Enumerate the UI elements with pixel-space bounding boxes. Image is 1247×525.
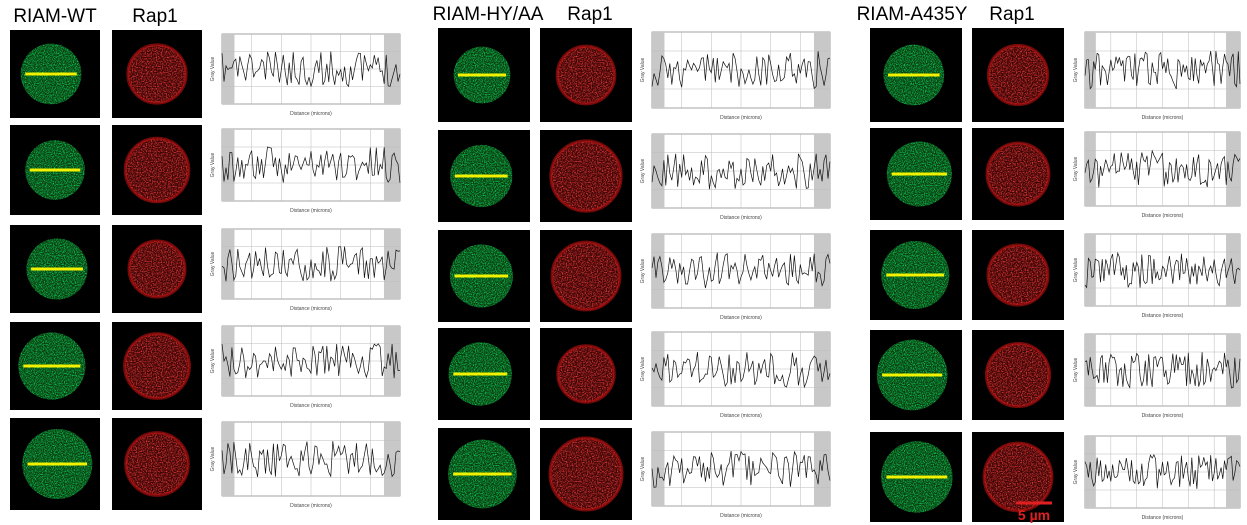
x-axis-label: Distance (microns) <box>1142 313 1184 319</box>
column-header: RIAM-HY/AA <box>433 4 544 25</box>
cell-red-rim <box>556 344 616 404</box>
y-axis-label: Gray Value <box>640 356 646 381</box>
cell-red-speckle <box>988 45 1048 105</box>
x-axis-label: Distance (microns) <box>720 413 762 419</box>
profile-trace <box>651 51 831 90</box>
cell-red-rim <box>982 441 1054 513</box>
cell-red-rim <box>126 43 188 105</box>
profile-trace <box>1084 251 1241 289</box>
y-axis-label: Gray Value <box>210 251 216 276</box>
profile-trace <box>1084 352 1241 389</box>
cell-red-speckle <box>550 140 622 212</box>
cell-red-rim <box>548 436 624 512</box>
cell-red-speckle <box>549 437 623 511</box>
cell-red-speckle <box>984 443 1052 511</box>
profile-trace <box>1084 50 1241 90</box>
cell-red-rim <box>549 139 623 213</box>
x-axis-label: Distance (microns) <box>1142 515 1184 521</box>
column-header: Rap1 <box>132 6 177 27</box>
cell-red-speckle <box>987 244 1049 306</box>
cell-red-rim <box>124 431 190 497</box>
cell-red-speckle <box>125 138 189 202</box>
profile-trace <box>221 146 401 183</box>
column-header: Rap1 <box>989 4 1034 25</box>
y-axis-label: Gray Value <box>640 158 646 183</box>
y-axis-label: Gray Value <box>640 57 646 82</box>
x-axis-label: Distance (microns) <box>720 215 762 221</box>
x-axis-label: Distance (microns) <box>720 513 762 519</box>
x-axis-label: Distance (microns) <box>290 306 332 312</box>
profile-trace <box>221 51 401 88</box>
x-axis-label: Distance (microns) <box>290 111 332 117</box>
x-axis-label: Distance (microns) <box>1142 213 1184 219</box>
y-axis-label: Gray Value <box>1073 257 1079 282</box>
cell-red-speckle <box>987 143 1049 205</box>
y-axis-label: Gray Value <box>1073 459 1079 484</box>
cell-red-speckle <box>986 343 1050 407</box>
cell-red-rim <box>123 332 191 400</box>
y-axis-label: Gray Value <box>210 56 216 81</box>
cell-red-speckle <box>125 432 189 496</box>
column-header: RIAM-A435Y <box>857 4 968 25</box>
cell-red-rim <box>555 44 617 106</box>
y-axis-label: Gray Value <box>1073 357 1079 382</box>
profile-trace <box>651 450 831 488</box>
cell-red-rim <box>123 136 191 204</box>
cell-red-rim <box>550 240 622 312</box>
cell-red-speckle <box>127 44 187 104</box>
y-axis-label: Gray Value <box>1073 156 1079 181</box>
cell-red-speckle <box>128 240 186 298</box>
profile-trace <box>1084 149 1241 188</box>
cell-red-rim <box>986 43 1050 107</box>
x-axis-label: Distance (microns) <box>720 315 762 321</box>
x-axis-label: Distance (microns) <box>290 208 332 214</box>
cell-red-speckle <box>557 46 615 104</box>
cell-red-rim <box>127 239 187 299</box>
y-axis-label: Gray Value <box>210 348 216 373</box>
profile-trace <box>221 441 401 478</box>
cell-red-rim <box>984 341 1052 409</box>
x-axis-label: Distance (microns) <box>1142 413 1184 419</box>
column-header: RIAM-WT <box>13 6 97 27</box>
y-axis-label: Gray Value <box>640 456 646 481</box>
profile-trace <box>651 252 831 289</box>
y-axis-label: Gray Value <box>1073 57 1079 82</box>
cell-red-speckle <box>557 345 615 403</box>
x-axis-label: Distance (microns) <box>1142 115 1184 121</box>
cell-red-rim <box>986 243 1050 307</box>
y-axis-label: Gray Value <box>210 446 216 471</box>
profile-trace <box>221 246 401 282</box>
x-axis-label: Distance (microns) <box>290 503 332 509</box>
y-axis-label: Gray Value <box>640 258 646 283</box>
column-header: Rap1 <box>567 4 612 25</box>
cell-red-speckle <box>552 242 620 310</box>
profile-trace <box>221 343 401 379</box>
profile-trace <box>1084 453 1241 489</box>
y-axis-label: Gray Value <box>210 152 216 177</box>
profile-trace <box>651 153 831 190</box>
x-axis-label: Distance (microns) <box>720 115 762 121</box>
cell-red-speckle <box>124 333 190 399</box>
profile-trace <box>651 351 831 389</box>
x-axis-label: Distance (microns) <box>290 403 332 409</box>
cell-red-rim <box>985 141 1051 207</box>
scale-bar-label: 5 µm <box>1018 507 1050 523</box>
